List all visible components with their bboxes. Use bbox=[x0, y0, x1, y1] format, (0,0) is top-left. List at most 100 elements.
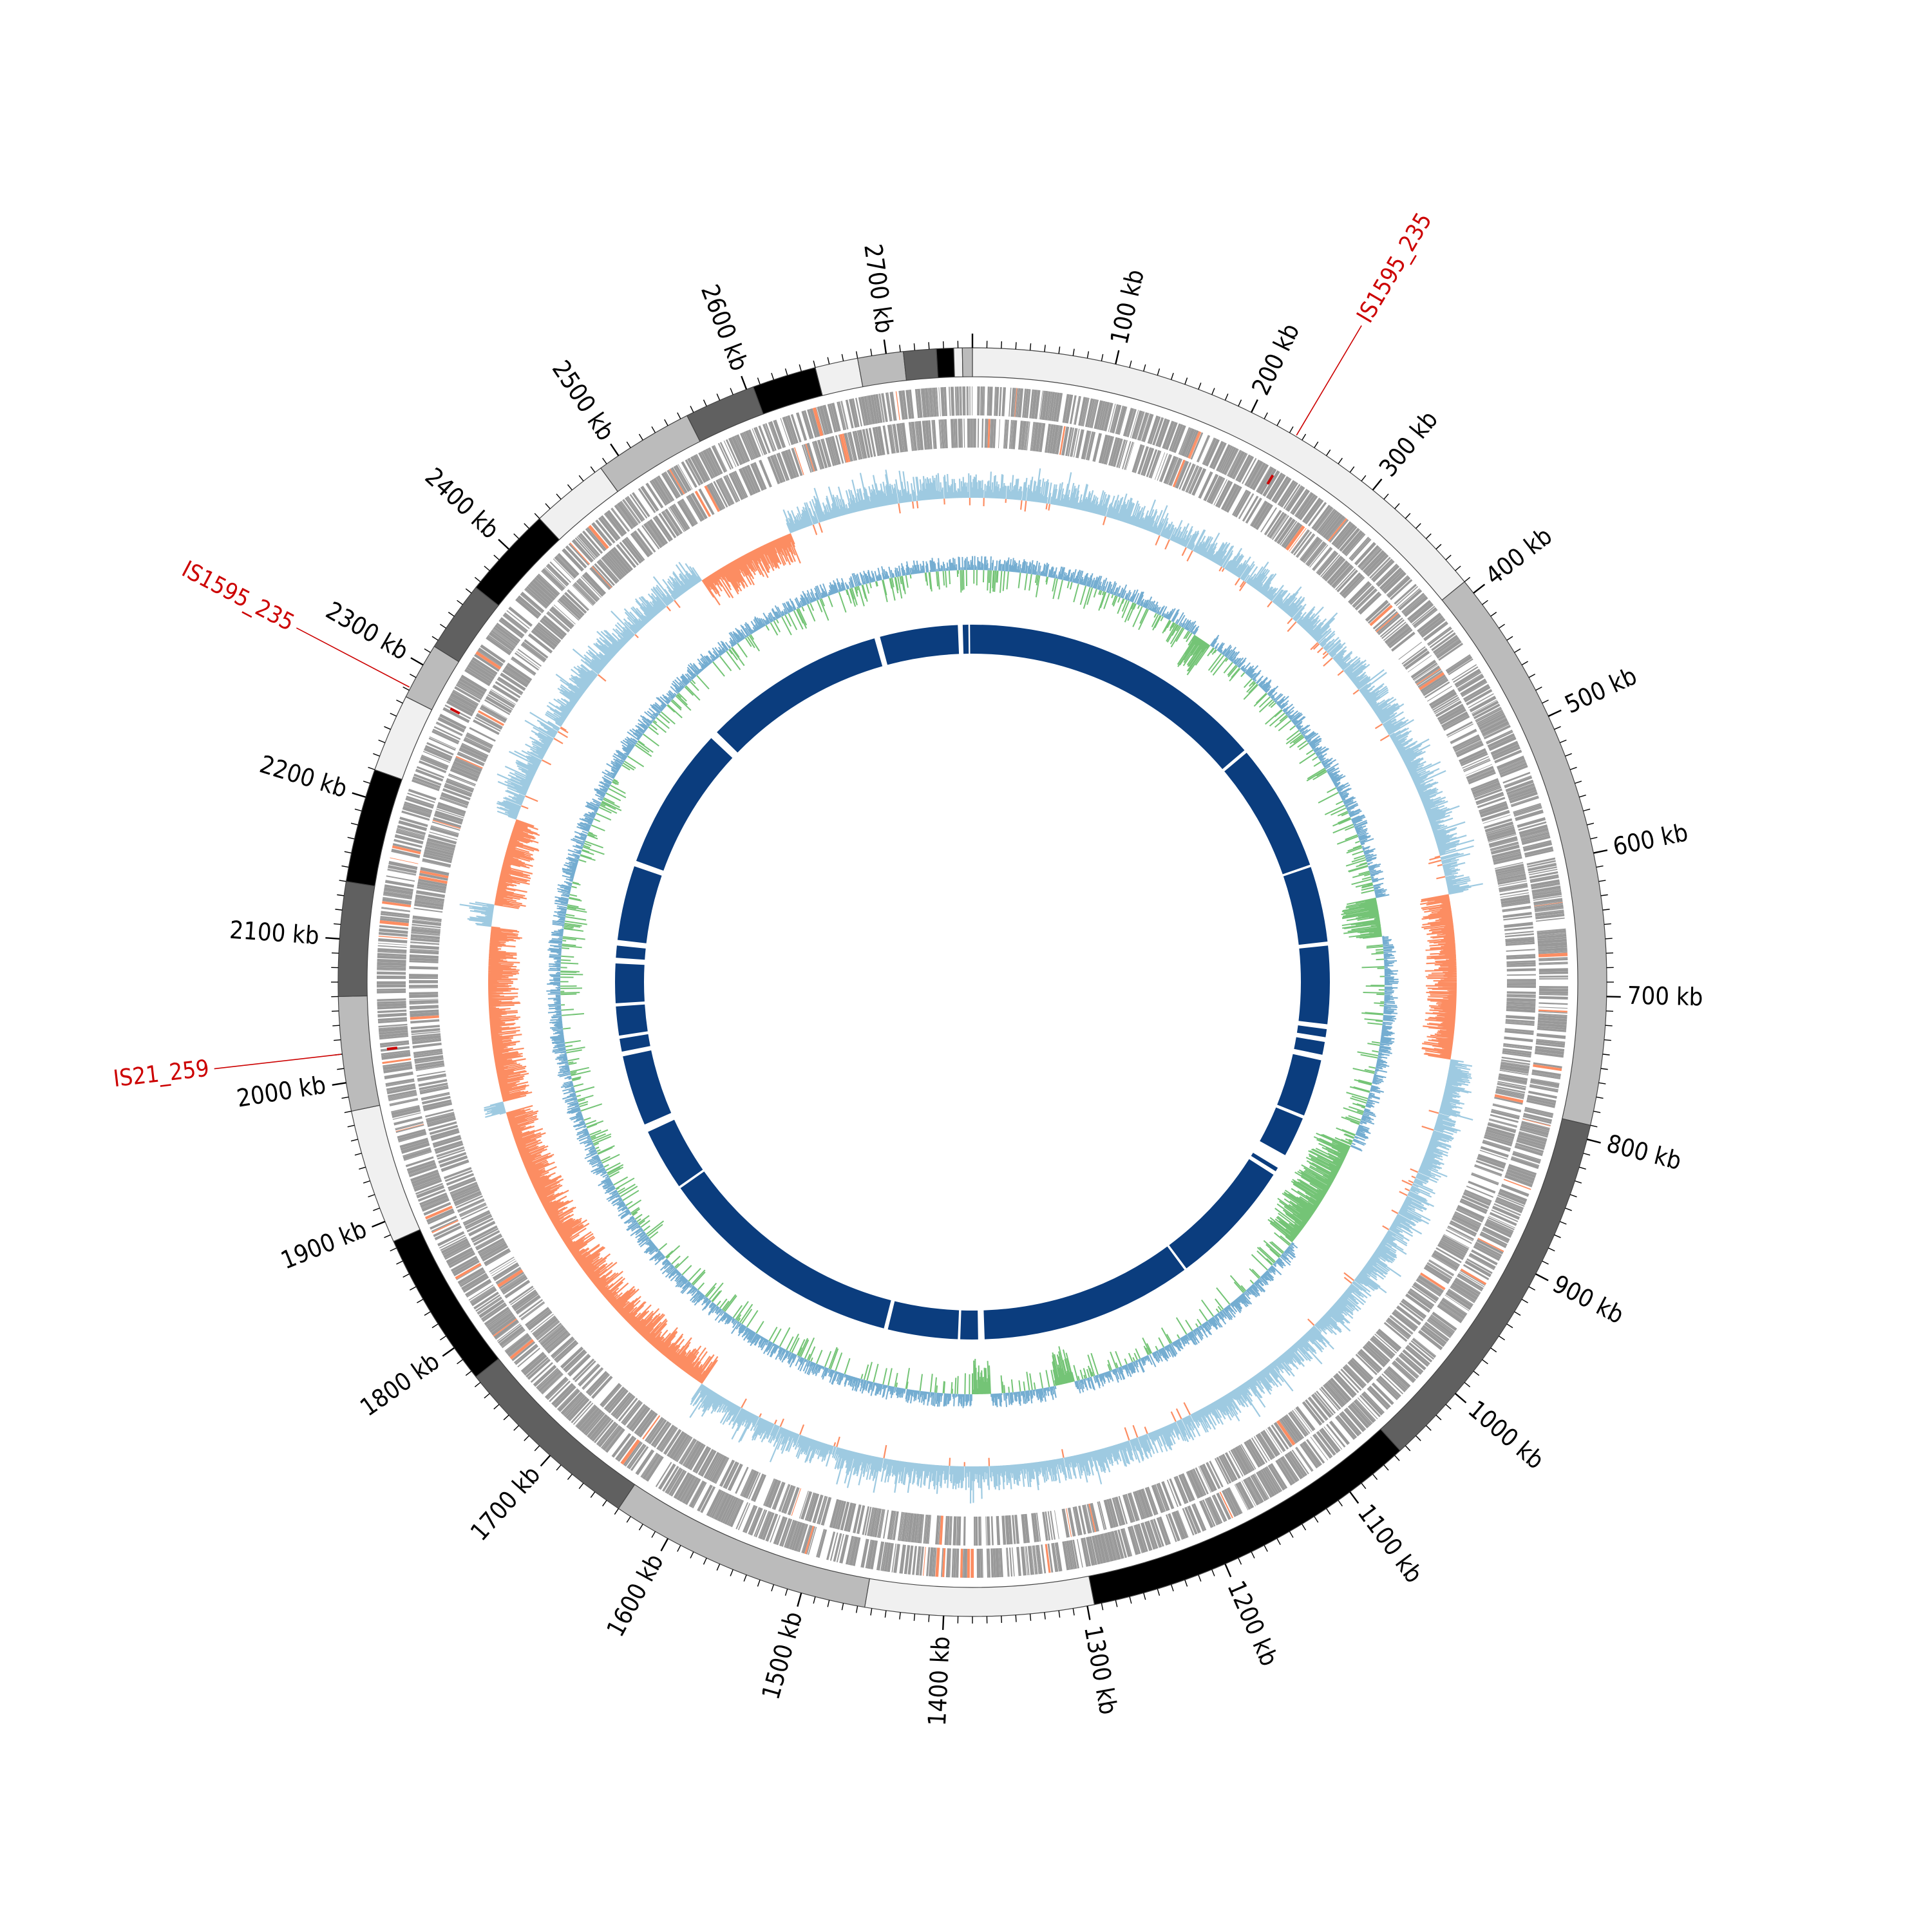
cds-reverse bbox=[448, 1179, 477, 1191]
cds-reverse bbox=[900, 1512, 905, 1541]
cds-forward bbox=[1402, 1349, 1426, 1370]
cds-reverse bbox=[517, 649, 542, 667]
cds-reverse bbox=[1502, 1045, 1532, 1050]
cds-reverse bbox=[1118, 1495, 1128, 1524]
cds-reverse bbox=[436, 1146, 465, 1158]
cds-reverse bbox=[410, 936, 440, 940]
cds-forward bbox=[711, 445, 727, 473]
cds-reverse bbox=[1359, 592, 1382, 615]
cds-forward bbox=[909, 389, 914, 419]
cds-reverse bbox=[1012, 1515, 1016, 1544]
cds-forward bbox=[1534, 904, 1564, 909]
cds-forward bbox=[845, 399, 854, 429]
cds-forward bbox=[1159, 1516, 1171, 1545]
cds-forward bbox=[395, 831, 424, 840]
cds-forward bbox=[949, 1548, 952, 1578]
cds-reverse bbox=[1214, 1458, 1229, 1485]
cds-forward bbox=[1396, 1358, 1419, 1378]
cds-forward bbox=[437, 717, 466, 733]
cds-forward bbox=[1387, 576, 1411, 598]
cds-reverse bbox=[1428, 689, 1455, 706]
cds-forward bbox=[460, 674, 488, 693]
minor-tick bbox=[1425, 1425, 1432, 1431]
cds-reverse bbox=[882, 425, 890, 455]
cds-forward bbox=[1020, 1546, 1027, 1576]
cds-reverse bbox=[625, 536, 645, 561]
cds-forward bbox=[511, 1341, 536, 1361]
cds-reverse bbox=[1461, 753, 1488, 766]
cds-forward bbox=[1262, 470, 1280, 497]
cds-reverse bbox=[652, 516, 671, 542]
cds-forward bbox=[491, 630, 516, 649]
cds-forward bbox=[541, 570, 563, 592]
cds-forward bbox=[473, 1291, 499, 1310]
cds-reverse bbox=[663, 510, 681, 536]
cds-reverse bbox=[1405, 650, 1430, 670]
cds-reverse bbox=[455, 1195, 483, 1209]
cds-forward bbox=[1537, 1025, 1567, 1030]
cds-forward bbox=[1312, 1434, 1332, 1459]
cds-forward bbox=[943, 386, 947, 417]
cds-forward bbox=[831, 402, 841, 432]
cds-forward bbox=[462, 1275, 489, 1293]
cds-reverse bbox=[1023, 421, 1027, 450]
cds-reverse bbox=[1474, 1164, 1502, 1176]
cds-reverse bbox=[835, 435, 844, 464]
cds-reverse bbox=[439, 1155, 468, 1168]
major-tick bbox=[797, 1593, 802, 1607]
tick-label: 2500 kb bbox=[547, 355, 620, 446]
cds-forward bbox=[980, 1548, 983, 1578]
cds-reverse bbox=[423, 1101, 453, 1112]
cds-forward bbox=[1426, 1320, 1451, 1338]
cds-reverse bbox=[996, 1515, 1001, 1546]
cds-reverse bbox=[684, 1441, 702, 1468]
cds-forward bbox=[1412, 1338, 1436, 1358]
cds-forward bbox=[386, 1086, 416, 1095]
cds-reverse bbox=[1447, 723, 1474, 738]
cds-reverse bbox=[1482, 814, 1511, 824]
cds-reverse bbox=[1181, 463, 1195, 491]
minor-tick bbox=[524, 523, 529, 529]
cds-forward bbox=[377, 951, 407, 954]
cds-forward bbox=[423, 1202, 451, 1216]
cds-forward bbox=[1531, 1072, 1561, 1078]
cds-forward bbox=[658, 1463, 676, 1490]
cds-forward bbox=[507, 1336, 532, 1357]
cds-forward bbox=[1521, 1121, 1550, 1131]
cds-reverse bbox=[911, 421, 918, 451]
tick-label: 800 kb bbox=[1604, 1129, 1684, 1175]
cds-reverse bbox=[629, 1405, 649, 1430]
cds-forward bbox=[687, 457, 704, 485]
cds-reverse bbox=[1507, 981, 1537, 983]
minor-tick bbox=[1482, 1359, 1488, 1365]
cds-forward bbox=[1497, 1195, 1525, 1207]
cds-forward bbox=[403, 805, 431, 815]
cds-forward bbox=[1065, 1540, 1071, 1570]
cds-forward bbox=[1359, 547, 1380, 569]
cds-reverse bbox=[1504, 922, 1533, 928]
minor-tick bbox=[1490, 1347, 1497, 1352]
cds-forward bbox=[1531, 884, 1560, 890]
cds-reverse bbox=[520, 1301, 544, 1320]
cds-forward bbox=[1329, 520, 1349, 543]
cds-forward bbox=[1495, 1200, 1523, 1214]
cds-forward bbox=[1539, 978, 1568, 980]
major-tick bbox=[660, 1538, 669, 1551]
minor-tick bbox=[1372, 1473, 1378, 1481]
cds-forward bbox=[1038, 1544, 1043, 1574]
cds-reverse bbox=[745, 1471, 759, 1499]
cds-reverse bbox=[1362, 1345, 1386, 1368]
cds-forward bbox=[986, 1548, 989, 1578]
cds-reverse bbox=[539, 619, 564, 640]
cds-reverse bbox=[723, 1461, 738, 1489]
cds-reverse bbox=[1330, 1378, 1352, 1401]
cds-forward bbox=[967, 386, 969, 416]
rna-feature bbox=[1494, 1094, 1524, 1103]
cds-forward bbox=[565, 1396, 587, 1419]
cds-reverse bbox=[492, 684, 519, 703]
cds-reverse bbox=[1484, 821, 1514, 833]
cds-reverse bbox=[829, 1499, 840, 1528]
cds-reverse bbox=[410, 934, 440, 940]
minor-tick bbox=[534, 1445, 540, 1452]
cds-reverse bbox=[454, 758, 482, 773]
